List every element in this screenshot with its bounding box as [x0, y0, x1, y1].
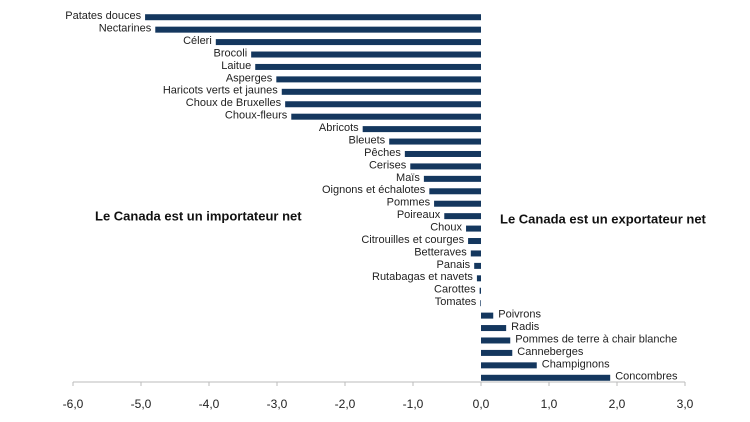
annotation: Le Canada est un importateur net [95, 208, 302, 223]
x-tick-label: 1,0 [541, 397, 558, 411]
category-label: Poivrons [498, 309, 541, 321]
category-label: Abricots [319, 122, 359, 134]
category-label: Laitue [221, 60, 251, 72]
x-tick-label: -2,0 [335, 397, 356, 411]
category-label: Nectarines [99, 23, 152, 35]
bar [480, 300, 481, 307]
bar [476, 275, 481, 282]
category-label: Maïs [396, 172, 420, 184]
x-tick-label: -6,0 [63, 397, 84, 411]
bar [255, 63, 481, 70]
bar [215, 39, 482, 46]
x-tick-label: 3,0 [677, 397, 694, 411]
bar [404, 150, 481, 157]
bar [423, 175, 481, 182]
bar [479, 287, 481, 294]
category-label: Pommes de terre à chair blanche [515, 333, 677, 345]
x-tick-label: 0,0 [473, 397, 490, 411]
bar [434, 200, 481, 207]
category-label: Choux-fleurs [225, 110, 288, 122]
category-label: Haricots verts et jaunes [163, 85, 278, 97]
bar [470, 250, 481, 257]
bar [481, 349, 513, 356]
category-label: Citrouilles et courges [361, 234, 464, 246]
bar [251, 51, 481, 58]
category-label: Radis [511, 321, 540, 333]
x-tick-label: 2,0 [609, 397, 626, 411]
bar [281, 88, 481, 95]
category-label: Pommes [387, 197, 431, 209]
bar [155, 26, 481, 33]
bar [429, 188, 481, 195]
bar [481, 312, 494, 319]
bar [410, 163, 481, 170]
category-label: Panais [437, 259, 471, 271]
category-label: Choux [430, 221, 462, 233]
bar [444, 213, 481, 220]
category-label: Asperges [226, 72, 273, 84]
x-tick-label: -3,0 [267, 397, 288, 411]
category-label: Concombres [615, 371, 678, 383]
category-label: Brocoli [214, 47, 248, 59]
category-label: Patates douces [65, 10, 141, 22]
category-label: Canneberges [517, 346, 584, 358]
x-tick-label: -4,0 [199, 397, 220, 411]
bar [466, 225, 481, 232]
category-label: Pêches [364, 147, 401, 159]
category-label: Bleuets [348, 134, 385, 146]
category-label: Tomates [435, 296, 477, 308]
category-label: Céleri [183, 35, 212, 47]
annotation: Le Canada est un exportateur net [500, 211, 707, 226]
category-label: Oignons et échalotes [322, 184, 426, 196]
x-tick-label: -1,0 [403, 397, 424, 411]
bar [362, 126, 481, 133]
category-label: Rutabagas et navets [372, 271, 473, 283]
category-label: Poireaux [397, 209, 441, 221]
category-label: Betteraves [414, 246, 467, 258]
bar [291, 113, 481, 120]
bar [145, 14, 481, 21]
category-label: Carottes [434, 284, 476, 296]
bar [474, 262, 481, 269]
bar [285, 101, 481, 108]
bar [276, 76, 481, 83]
bar [481, 325, 507, 332]
bar [481, 362, 537, 369]
bar [468, 238, 481, 245]
category-label: Cerises [369, 159, 407, 171]
bar [389, 138, 481, 145]
bar [481, 337, 511, 344]
category-label: Champignons [542, 358, 610, 370]
x-tick-label: -5,0 [131, 397, 152, 411]
category-label: Choux de Bruxelles [186, 97, 282, 109]
bar [481, 374, 611, 381]
